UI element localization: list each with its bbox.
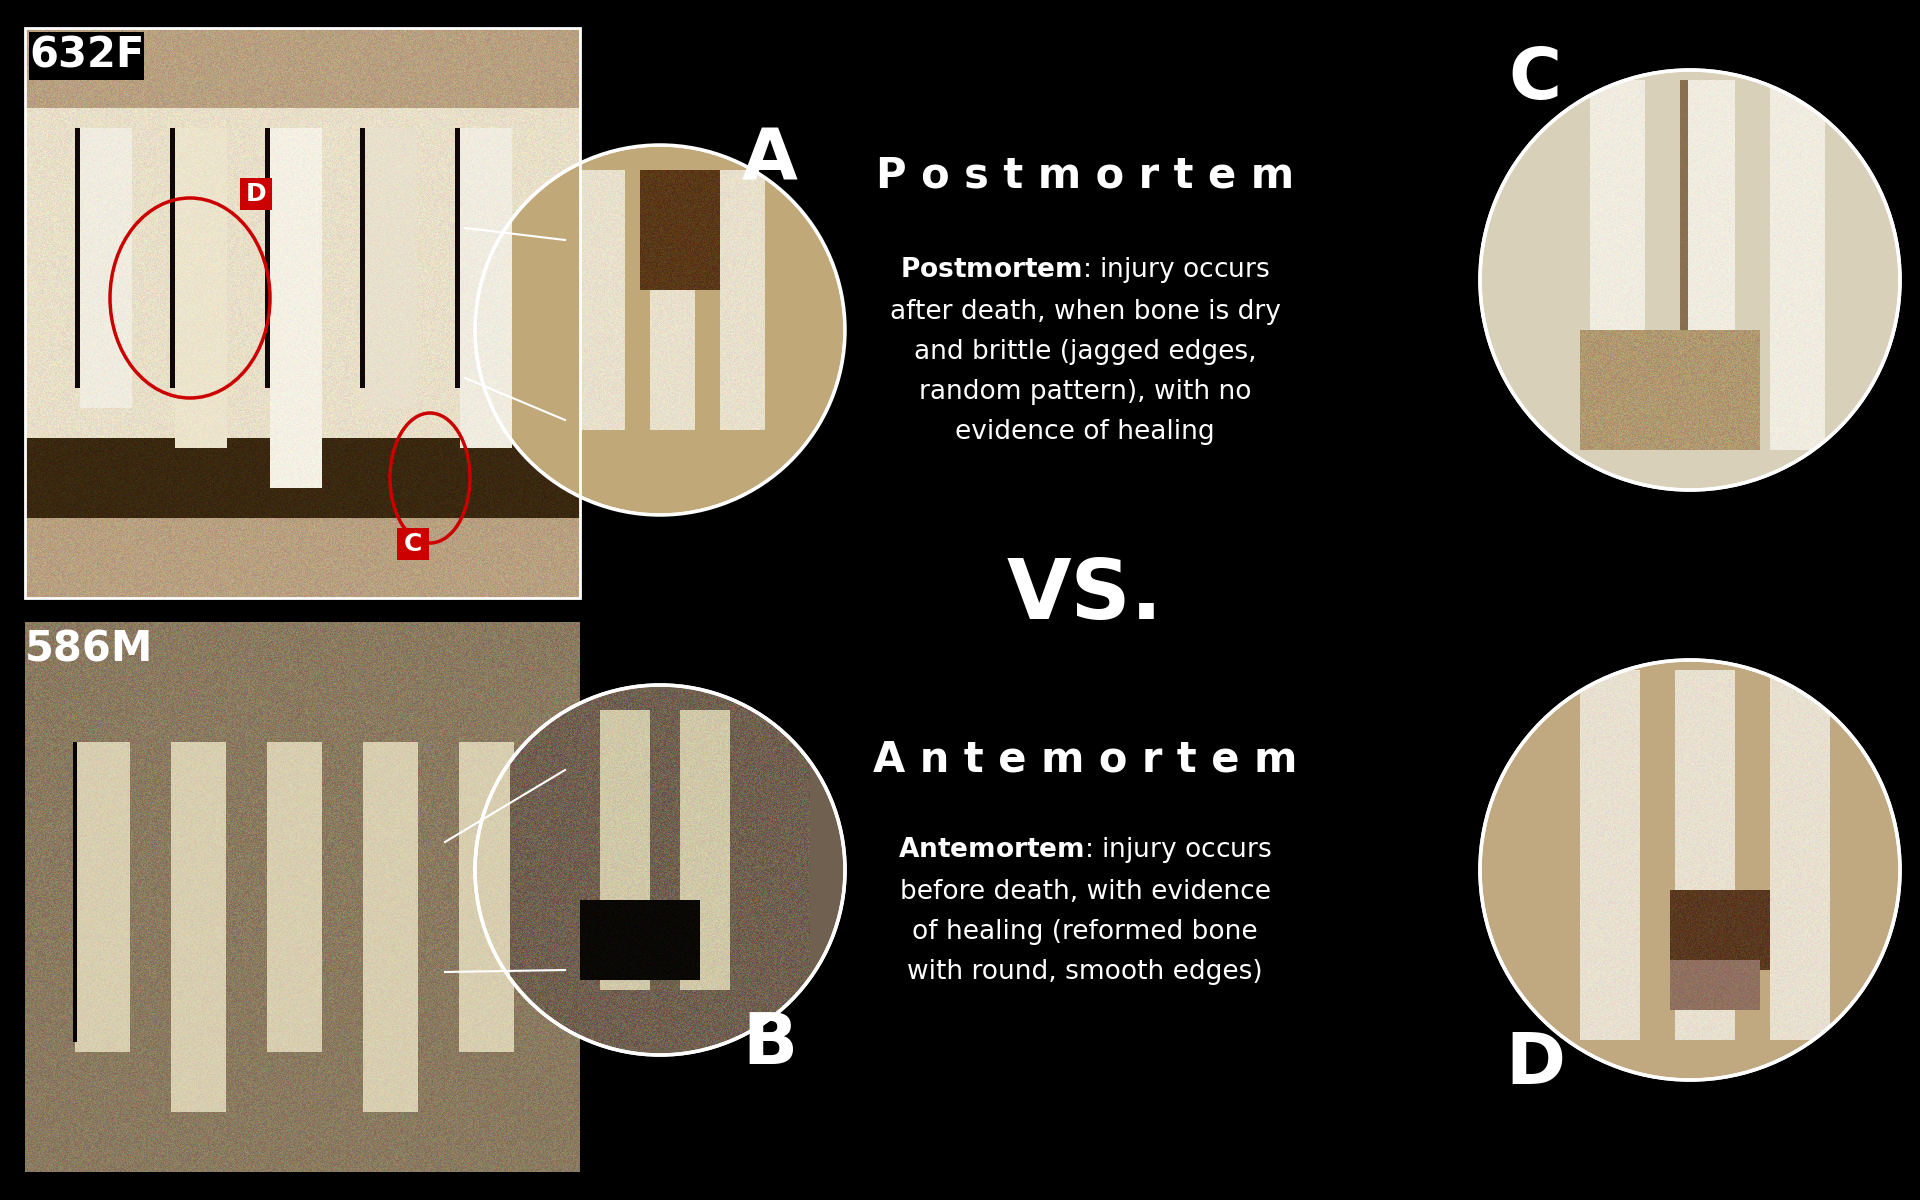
Bar (361, 742, 365, 1042)
Text: A n t e m o r t e m: A n t e m o r t e m (874, 739, 1298, 781)
Bar (265, 128, 271, 388)
Text: $\bf{Antemortem}$: injury occurs
before death, with evidence
of healing (reforme: $\bf{Antemortem}$: injury occurs before … (899, 835, 1271, 985)
Bar (29, 626, 150, 674)
Bar (169, 742, 173, 1042)
Text: A: A (741, 126, 799, 194)
Bar (25, 28, 580, 598)
Bar (265, 742, 269, 1042)
Bar (361, 128, 365, 388)
Circle shape (474, 145, 845, 515)
Bar (29, 32, 144, 80)
Bar (171, 128, 175, 388)
Text: D: D (246, 182, 267, 206)
Text: C: C (403, 532, 422, 556)
Bar (240, 178, 273, 210)
Circle shape (474, 685, 845, 1055)
Text: C: C (1509, 46, 1561, 114)
Circle shape (1480, 70, 1901, 490)
Text: VS.: VS. (1006, 554, 1164, 636)
Text: D: D (1505, 1031, 1565, 1099)
Text: $\bf{Postmortem}$: injury occurs
after death, when bone is dry
and brittle (jagg: $\bf{Postmortem}$: injury occurs after d… (889, 254, 1281, 445)
Bar (73, 742, 77, 1042)
Bar (397, 528, 428, 560)
Text: B: B (743, 1010, 797, 1080)
Text: 632F: 632F (29, 35, 144, 77)
Bar (25, 622, 580, 1172)
Bar (457, 742, 461, 1042)
Text: 586M: 586M (25, 629, 154, 671)
Bar (75, 128, 81, 388)
Circle shape (1480, 660, 1901, 1080)
Text: P o s t m o r t e m: P o s t m o r t e m (876, 154, 1294, 196)
Bar (455, 128, 461, 388)
